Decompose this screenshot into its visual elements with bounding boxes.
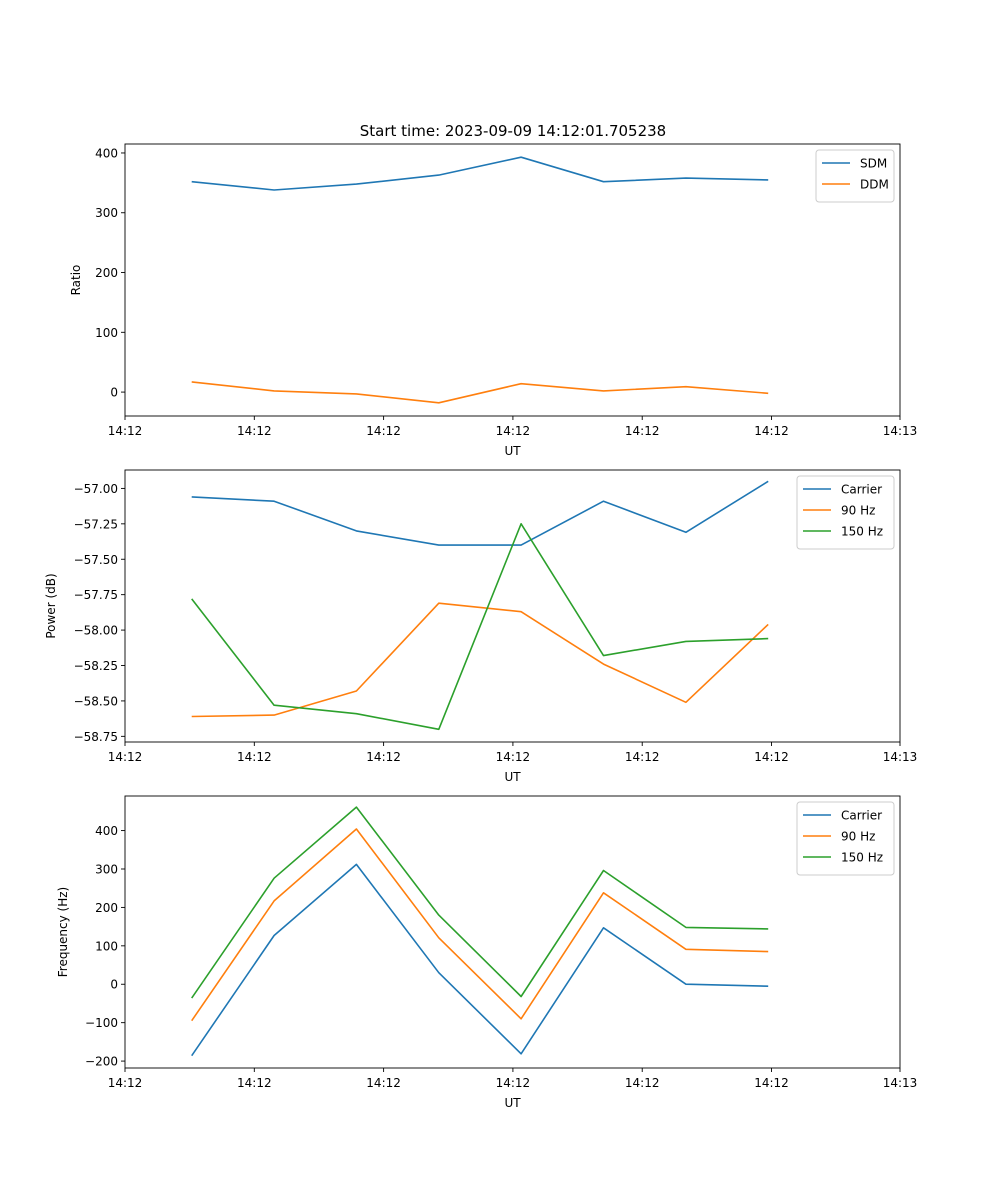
- legend-label: 90 Hz: [841, 504, 875, 518]
- legend: SDM DDM: [815, 149, 895, 203]
- legend: Carrier 90 Hz 150 Hz: [796, 801, 895, 876]
- x-tick-label: 14:12: [237, 750, 272, 764]
- legend-label: 150 Hz: [841, 851, 883, 865]
- x-tick-label: 14:12: [625, 424, 660, 438]
- legend-label: 90 Hz: [841, 830, 875, 844]
- y-axis-label: Ratio: [69, 265, 83, 296]
- x-tick-label: 14:12: [754, 1076, 789, 1090]
- y-tick-label: 100: [95, 939, 118, 953]
- series-line-90-hz: [191, 828, 769, 1022]
- legend-label: DDM: [860, 178, 889, 192]
- x-tick-label: 14:12: [237, 424, 272, 438]
- y-tick-label: −57.00: [74, 482, 118, 496]
- y-tick-label: 100: [95, 326, 118, 340]
- x-tick-label: 14:12: [108, 750, 143, 764]
- y-tick-label: −58.00: [74, 624, 118, 638]
- x-tick-label: 14:13: [883, 1076, 918, 1090]
- x-axis-label: UT: [504, 1096, 521, 1110]
- y-tick-label: 0: [110, 386, 118, 400]
- series-line-90-hz: [191, 602, 769, 718]
- y-tick-label: −200: [85, 1055, 118, 1069]
- y-tick-label: 300: [95, 206, 118, 220]
- y-tick-label: 400: [95, 146, 118, 160]
- y-axis-label: Power (dB): [44, 573, 58, 638]
- series-line-carrier: [191, 480, 769, 546]
- x-tick-label: 14:13: [883, 750, 918, 764]
- y-tick-label: −57.75: [74, 588, 118, 602]
- legend: Carrier 90 Hz 150 Hz: [796, 475, 895, 550]
- y-tick-label: 0: [110, 978, 118, 992]
- x-tick-label: 14:12: [625, 1076, 660, 1090]
- legend-label: 150 Hz: [841, 525, 883, 539]
- x-tick-label: 14:12: [366, 1076, 401, 1090]
- y-tick-label: 200: [95, 901, 118, 915]
- y-tick-label: −58.25: [74, 659, 118, 673]
- y-tick-label: 200: [95, 266, 118, 280]
- x-tick-label: 14:12: [625, 750, 660, 764]
- x-tick-label: 14:12: [496, 1076, 531, 1090]
- x-tick-label: 14:12: [496, 750, 531, 764]
- y-tick-label: 300: [95, 862, 118, 876]
- series-line-sdm: [191, 156, 769, 191]
- y-tick-label: −57.25: [74, 517, 118, 531]
- x-tick-label: 14:12: [496, 424, 531, 438]
- x-tick-label: 14:12: [237, 1076, 272, 1090]
- legend-label: Carrier: [841, 809, 882, 823]
- legend-label: SDM: [860, 157, 887, 171]
- y-axis-label: Frequency (Hz): [56, 887, 70, 978]
- chart-title: Start time: 2023-09-09 14:12:01.705238: [360, 122, 666, 140]
- y-tick-label: −58.50: [74, 694, 118, 708]
- subplot-frequency: 14:12 14:12 14:12 14:12 14:12 14:12 14:13 −200 −…: [56, 795, 918, 1110]
- x-tick-label: 14:12: [754, 424, 789, 438]
- y-tick-label: −58.75: [74, 730, 118, 744]
- x-tick-label: 14:12: [366, 750, 401, 764]
- series-line-150-hz: [191, 806, 769, 999]
- series-line-150-hz: [191, 522, 769, 731]
- x-tick-label: 14:12: [108, 424, 143, 438]
- subplot-power: 14:12 14:12 14:12 14:12 14:12 14:12 14:13 −58.7…: [44, 469, 918, 784]
- y-tick-label: −100: [85, 1016, 118, 1030]
- series-line-carrier: [191, 863, 769, 1057]
- series-line-ddm: [191, 381, 769, 404]
- subplot-ratio: 14:12 14:12 14:12 14:12 14:12 14:12 14:13 0 100 2…: [69, 143, 918, 458]
- x-axis-label: UT: [504, 770, 521, 784]
- legend-label: Carrier: [841, 483, 882, 497]
- y-tick-label: 400: [95, 824, 118, 838]
- x-axis-label: UT: [504, 444, 521, 458]
- y-tick-label: −57.50: [74, 553, 118, 567]
- x-tick-label: 14:13: [883, 424, 918, 438]
- x-tick-label: 14:12: [754, 750, 789, 764]
- x-tick-label: 14:12: [366, 424, 401, 438]
- x-tick-label: 14:12: [108, 1076, 143, 1090]
